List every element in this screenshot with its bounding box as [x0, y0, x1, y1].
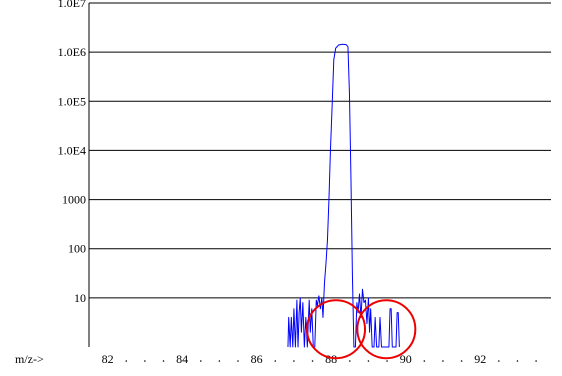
y-tick-label: 1.0E5: [58, 94, 86, 108]
x-minor-tick: [460, 360, 463, 362]
x-minor-tick: [311, 360, 314, 362]
gridlines: [89, 2, 551, 299]
y-tick-labels: 1.0E7 1.0E6 1.0E5 1.0E4 1000 100 10: [58, 0, 86, 305]
y-tick-label: 1.0E7: [58, 0, 86, 10]
x-minor-tick: [162, 360, 165, 362]
x-minor-tick: [144, 360, 146, 362]
y-tick-label: 10: [74, 291, 86, 305]
x-tick-label: 88: [325, 352, 337, 366]
x-minor-tick: [293, 360, 295, 362]
x-minor-tick: [237, 360, 239, 362]
x-minor-tick: [442, 360, 444, 362]
highlight-circle-1: [306, 299, 367, 360]
annotations: [306, 299, 417, 360]
y-tick-label: 1000: [62, 193, 86, 207]
x-minor-tick: [274, 360, 277, 362]
x-tick-label: 84: [176, 352, 188, 366]
y-tick-label: 100: [68, 242, 86, 256]
x-tick-label: 92: [474, 352, 486, 366]
x-minor-tick: [516, 360, 519, 362]
x-minor-tick: [498, 360, 500, 362]
highlight-circle-2: [356, 299, 417, 360]
series-group: [287, 43, 400, 348]
series-line-0: [287, 43, 400, 348]
x-tick-label: 86: [251, 352, 263, 366]
x-minor-tick: [349, 360, 351, 362]
x-minor-tick: [199, 360, 202, 362]
x-minor-tick: [125, 360, 128, 362]
x-minor-tick: [535, 360, 537, 362]
x-minor-tick: [218, 360, 221, 362]
x-minor-tick: [423, 360, 426, 362]
y-tick-label: 1.0E4: [58, 143, 86, 157]
y-tick-label: 1.0E6: [58, 45, 86, 59]
x-tick-label: 90: [400, 352, 412, 366]
x-minor-tick: [367, 360, 370, 362]
x-tick-labels: 82 84 86 88 90 92: [102, 352, 537, 366]
x-axis-label: m/z->: [15, 352, 44, 366]
x-tick-label: 82: [102, 352, 114, 366]
x-minor-tick: [386, 360, 388, 362]
